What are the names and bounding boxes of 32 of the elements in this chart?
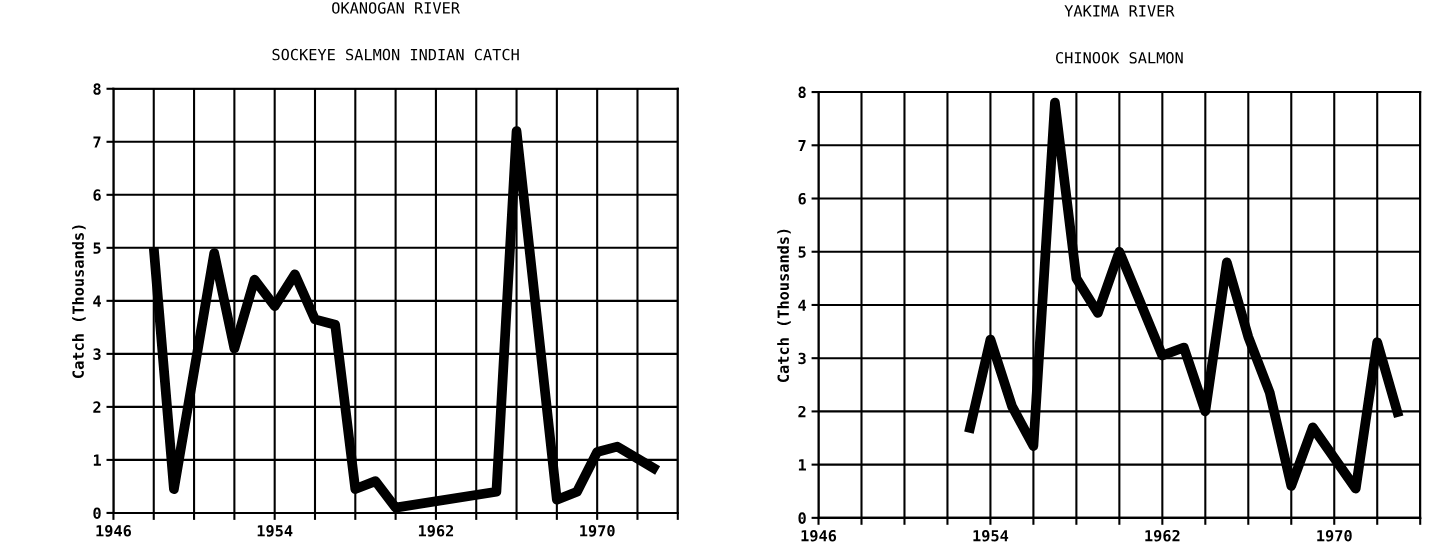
x-tick-label: 1954 xyxy=(257,525,293,537)
y-tick-label: 0 xyxy=(798,512,806,524)
y-tick-label: 2 xyxy=(798,405,806,418)
chart-title: YAKIMA RIVER xyxy=(1064,5,1175,17)
y-tick-label: 6 xyxy=(93,189,101,201)
y-tick-label: 0 xyxy=(93,507,101,519)
y-tick-label: 3 xyxy=(798,352,806,365)
x-tick-label: 1946 xyxy=(96,525,132,537)
y-tick-label: 2 xyxy=(93,401,101,413)
chart-subtitle: CHINOOK SALMON xyxy=(1056,52,1183,64)
x-tick-label: 1962 xyxy=(1145,529,1180,542)
y-tick-label: 7 xyxy=(93,136,101,148)
y-tick-label: 4 xyxy=(93,295,101,307)
chart-title: OKANOGAN RIVER xyxy=(332,2,461,14)
x-tick-label: 1970 xyxy=(1317,529,1352,542)
y-tick-label: 1 xyxy=(93,454,101,466)
y-tick-label: 6 xyxy=(798,192,806,205)
y-tick-label: 4 xyxy=(798,299,807,311)
y-axis-title: Catch (Thousands) xyxy=(777,229,791,383)
chart-subtitle: SOCKEYE SALMON INDIAN CATCH xyxy=(272,48,519,61)
y-tick-label: 5 xyxy=(798,246,806,258)
y-tick-label: 8 xyxy=(798,86,806,99)
y-tick-label: 7 xyxy=(798,139,806,152)
x-tick-label: 1970 xyxy=(580,525,615,537)
y-axis-title: Catch (Thousands) xyxy=(72,225,86,378)
x-tick-label: 1962 xyxy=(418,525,454,537)
y-tick-label: 1 xyxy=(798,459,806,471)
x-tick-label: 1946 xyxy=(801,529,837,542)
x-tick-label: 1954 xyxy=(973,530,1009,542)
y-tick-label: 8 xyxy=(93,83,101,95)
y-tick-label: 3 xyxy=(93,348,101,360)
y-tick-label: 5 xyxy=(93,242,101,254)
